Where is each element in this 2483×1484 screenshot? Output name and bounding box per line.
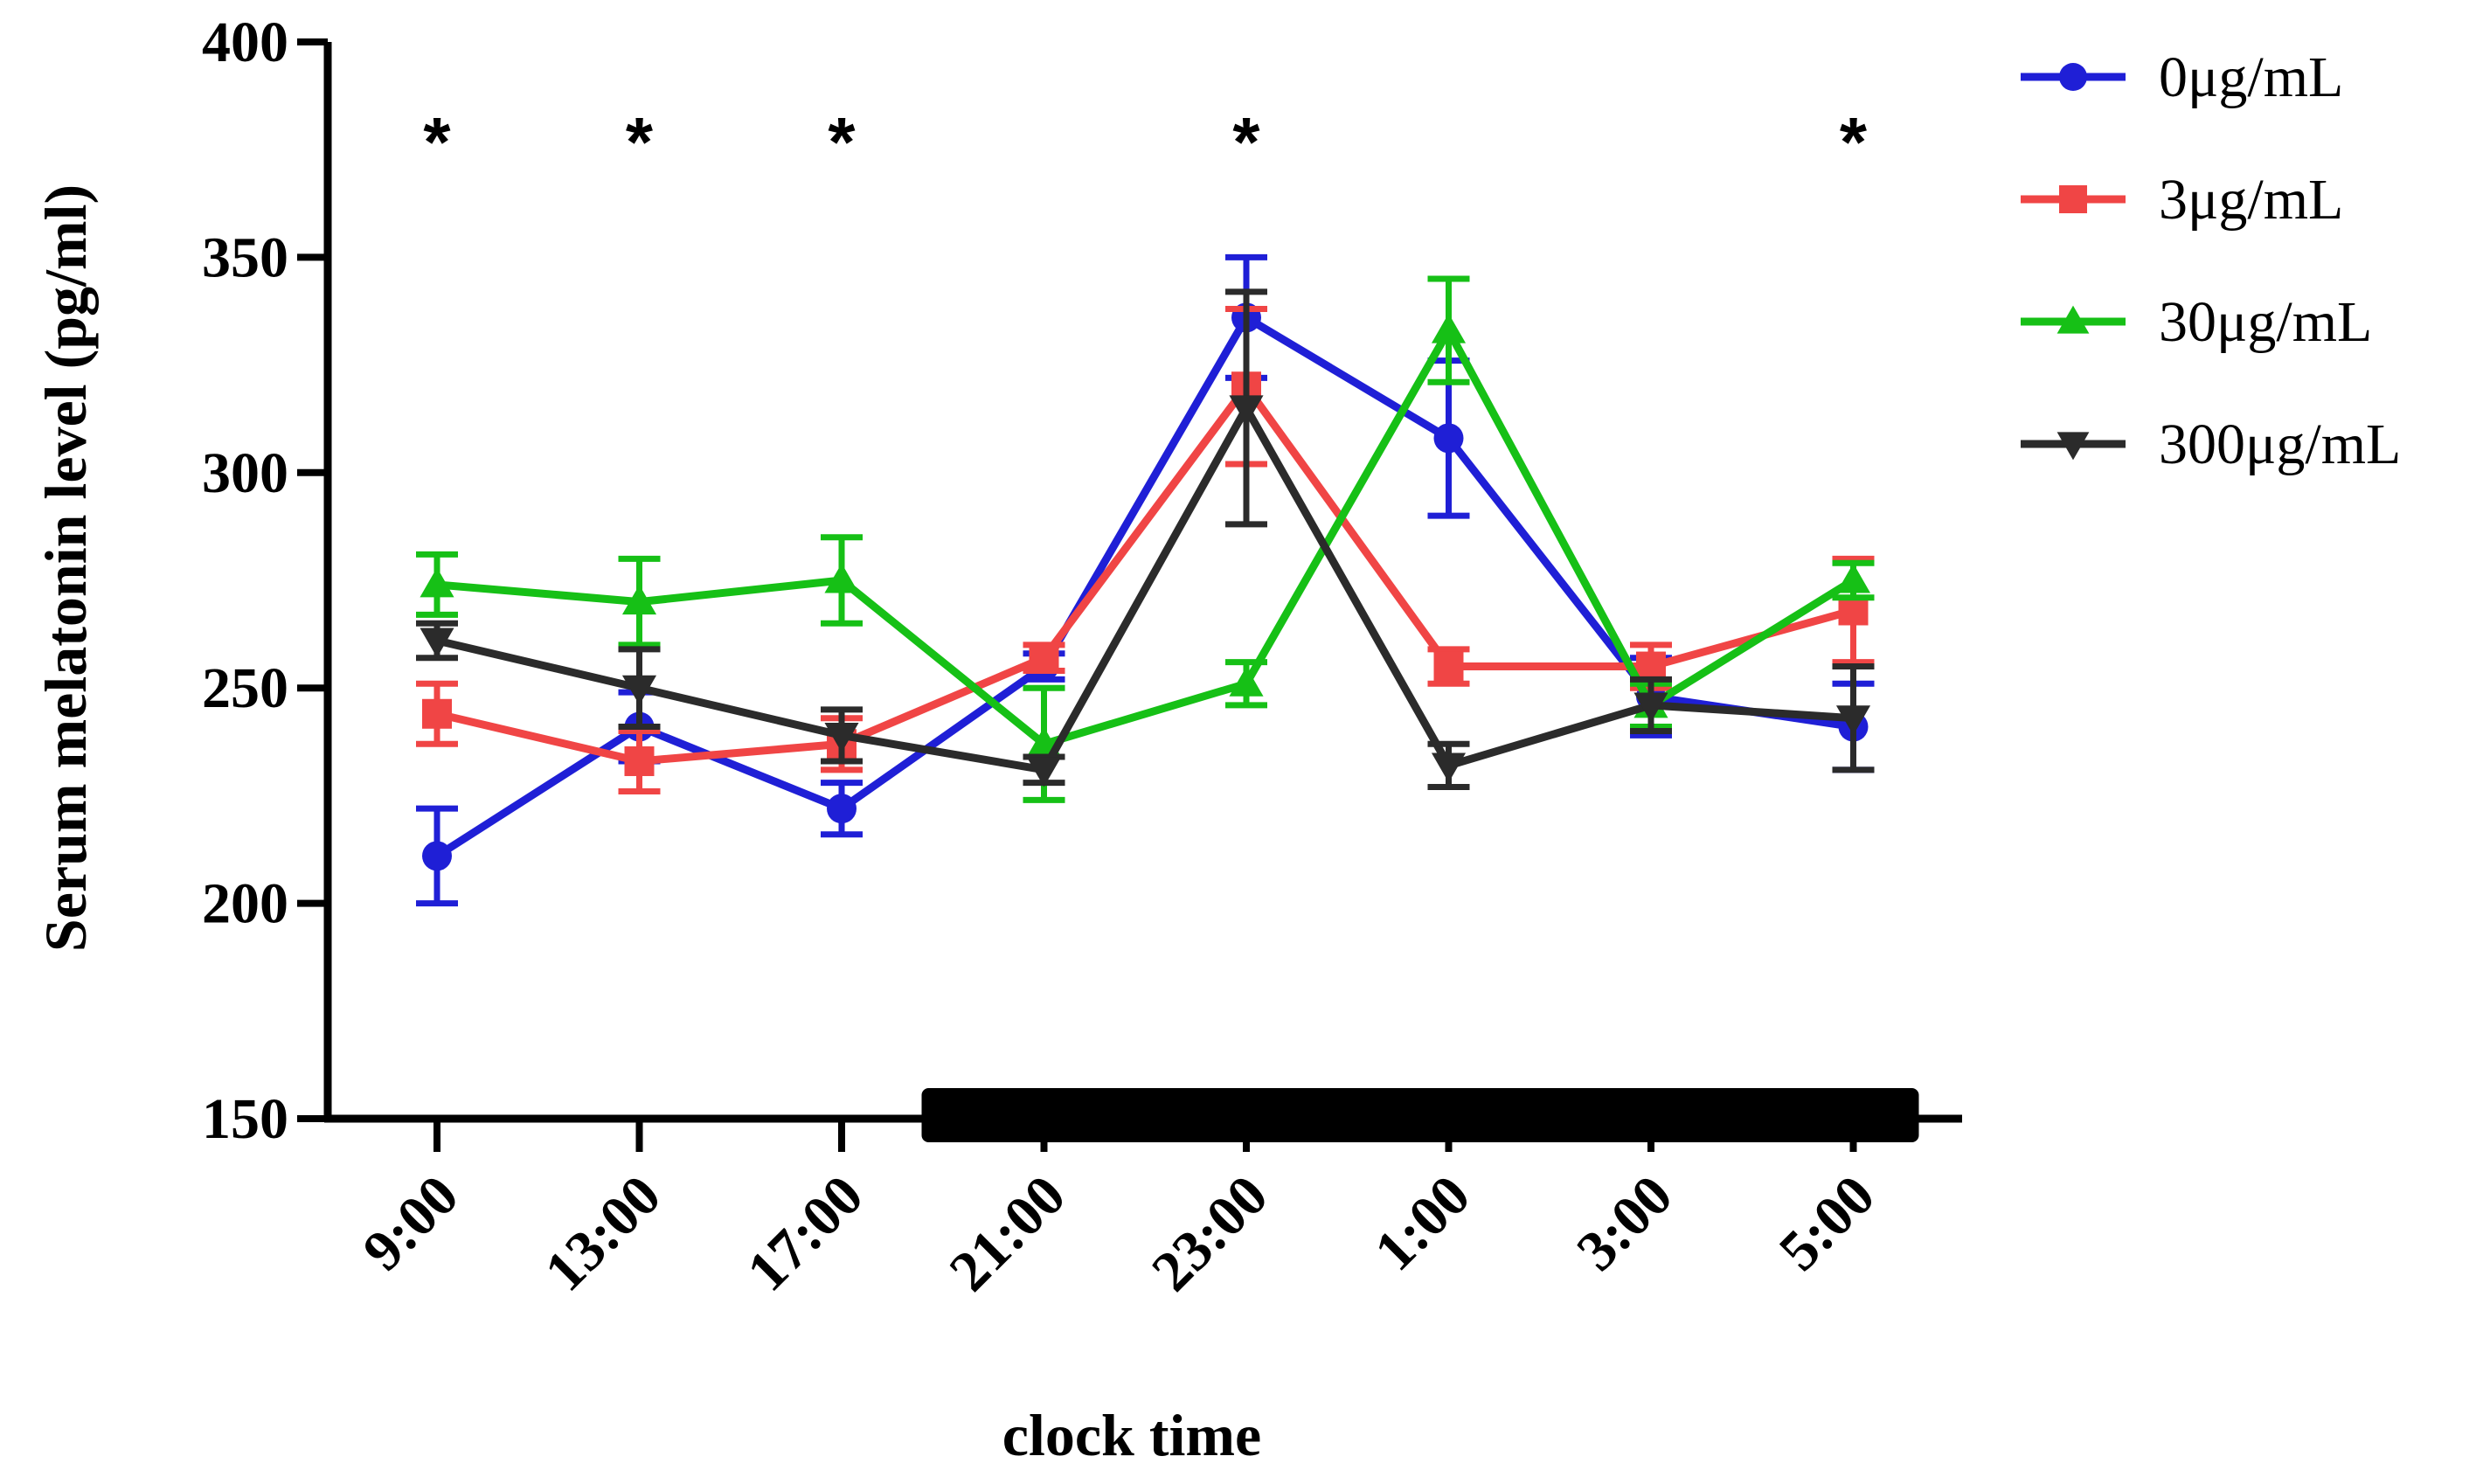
series-3 [416, 288, 1875, 791]
significance-star: * [626, 103, 654, 181]
x-tick-label: 5:00 [1767, 1163, 1887, 1283]
data-point [422, 841, 452, 871]
data-point [1633, 692, 1668, 723]
data-point [1431, 313, 1467, 343]
data-point [422, 698, 452, 729]
legend-label: 30μg/mL [2159, 290, 2372, 354]
legend: 0μg/mL 3μg/mL 30μg/mL 300μg/mL [2021, 45, 2401, 476]
series-0 [416, 253, 1875, 907]
significance-star: * [1840, 103, 1868, 181]
series-line [436, 326, 1855, 748]
x-tick-label: 1:00 [1363, 1163, 1482, 1283]
x-axis-title: clock time [1002, 1402, 1261, 1468]
data-point [1229, 395, 1264, 426]
x-tick-label: 13:00 [533, 1163, 674, 1304]
y-tick-label: 250 [202, 656, 288, 720]
legend-marker [2056, 305, 2090, 334]
data-point [1433, 423, 1464, 454]
data-point [1029, 642, 1059, 673]
y-tick-label: 350 [202, 225, 288, 289]
series-line [435, 382, 1855, 766]
significance-star: * [1232, 103, 1260, 181]
data-point [824, 563, 859, 593]
data-point [621, 585, 657, 615]
series-2 [416, 275, 1875, 803]
data-point [624, 745, 655, 776]
data-point [420, 628, 454, 658]
data-point [1835, 563, 1871, 593]
data-point [1431, 752, 1467, 783]
y-axis-title: Serum melatonin level (pg/ml) [32, 184, 99, 952]
data-point [827, 794, 857, 824]
series-line [434, 313, 1855, 860]
significance-star: * [423, 103, 451, 181]
axes-layer [323, 42, 1962, 1123]
series-layer [416, 253, 1875, 907]
data-point [621, 675, 657, 705]
x-tick-label: 21:00 [938, 1163, 1079, 1304]
significance-star: * [828, 103, 856, 181]
significance-layer: * * * * * [423, 103, 1868, 181]
legend-label: 300μg/mL [2159, 413, 2401, 476]
x-tick-label: 23:00 [1140, 1163, 1280, 1304]
legend-marker [2056, 432, 2090, 461]
y-tick-label: 150 [202, 1087, 288, 1151]
x-tick-label: 17:00 [735, 1163, 876, 1304]
data-point [824, 722, 859, 752]
legend-marker [2059, 185, 2087, 213]
series-line [435, 404, 1854, 774]
y-tick-label: 300 [202, 441, 288, 505]
y-tick-label: 400 [202, 10, 288, 74]
legend-marker [2059, 63, 2087, 91]
legend-label: 3μg/mL [2159, 168, 2343, 232]
legend-label: 0μg/mL [2159, 45, 2343, 109]
data-point [1229, 666, 1264, 697]
data-point [420, 567, 454, 598]
y-tick-label: 200 [202, 872, 288, 936]
x-tick-label: 3:00 [1564, 1163, 1684, 1283]
data-point [1835, 705, 1871, 736]
data-point [1026, 757, 1062, 787]
x-tick-label: 9:00 [350, 1163, 470, 1283]
data-point [1433, 651, 1464, 682]
